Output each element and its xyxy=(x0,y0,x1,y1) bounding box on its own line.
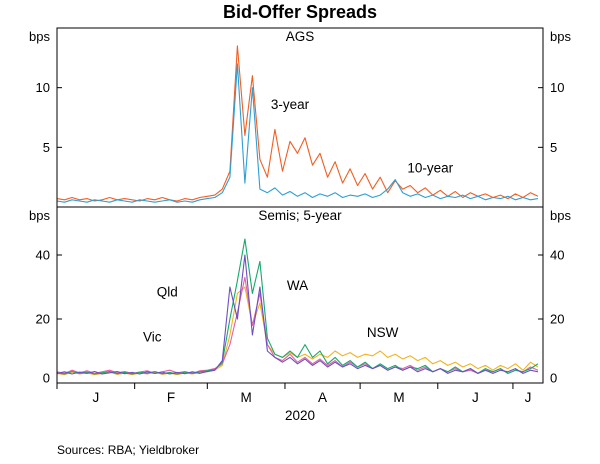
y-tick-label: 20 xyxy=(550,312,564,327)
chart-title: Bid-Offer Spreads xyxy=(222,2,378,22)
x-month-label: A xyxy=(318,390,327,405)
y-axis-unit-label: bps xyxy=(29,29,50,44)
series-line-3-year xyxy=(56,45,539,202)
x-year-label: 2020 xyxy=(285,408,315,423)
annotation-vic: Vic xyxy=(143,329,162,344)
annotation-nsw: NSW xyxy=(367,325,399,340)
x-month-label: J xyxy=(525,390,532,405)
y-axis-unit-label: bps xyxy=(29,208,50,223)
y-tick-label: 40 xyxy=(36,248,50,263)
x-month-label: F xyxy=(167,390,175,405)
annotation-semis-5-year: Semis; 5-year xyxy=(258,208,342,223)
annotation-3-year: 3-year xyxy=(271,97,310,112)
y-tick-label: 10 xyxy=(550,80,564,95)
x-month-label: J xyxy=(472,390,479,405)
annotation-qld: Qld xyxy=(157,285,178,300)
annotation-10-year: 10-year xyxy=(407,160,453,175)
x-month-label: J xyxy=(92,390,99,405)
y-axis-unit-label: bps xyxy=(550,29,571,44)
annotation-ags: AGS xyxy=(286,29,315,44)
series-line-wa xyxy=(56,238,539,375)
y-tick-label: 5 xyxy=(43,140,50,155)
y-tick-label: 20 xyxy=(36,312,50,327)
y-tick-label: 0 xyxy=(550,371,557,386)
y-tick-label: 40 xyxy=(550,248,564,263)
x-month-label: M xyxy=(241,390,252,405)
annotation-wa: WA xyxy=(287,278,308,293)
source-note: Sources: RBA; Yieldbroker xyxy=(57,443,200,457)
panel-frame xyxy=(56,27,544,384)
series-line-qld xyxy=(56,254,539,375)
y-tick-label: 5 xyxy=(550,140,557,155)
y-axis-unit-label: bps xyxy=(550,208,571,223)
y-tick-label: 0 xyxy=(43,371,50,386)
y-tick-label: 10 xyxy=(36,80,50,95)
x-month-label: M xyxy=(393,390,404,405)
series-line-10-year xyxy=(56,63,539,203)
